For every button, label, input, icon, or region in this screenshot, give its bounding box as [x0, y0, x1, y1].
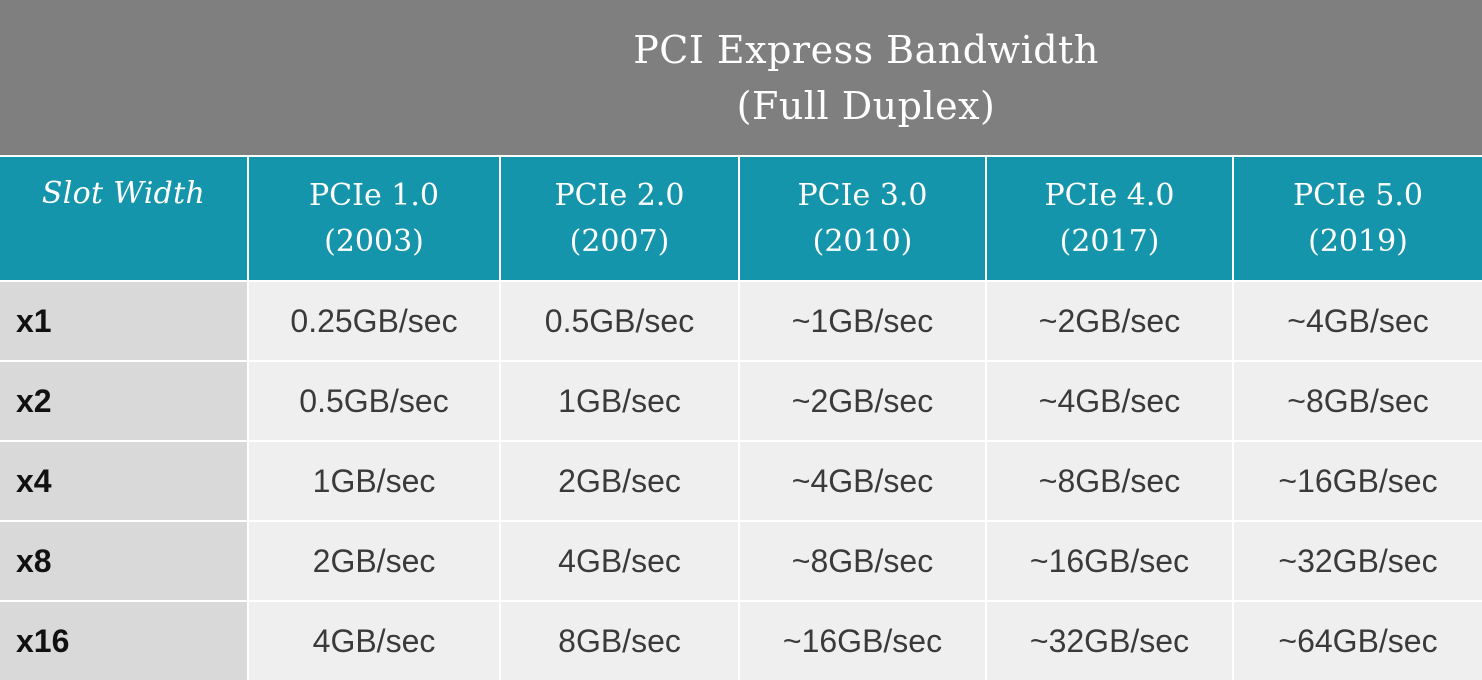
table-cell: ~4GB/sec: [740, 440, 987, 520]
column-header-name: PCIe 1.0: [309, 177, 439, 213]
table-cell: 2GB/sec: [501, 440, 740, 520]
title-line-1: PCI Express Bandwidth: [633, 28, 1099, 72]
table-cell: ~2GB/sec: [740, 360, 987, 440]
column-header: PCIe 1.0 (2003): [249, 155, 501, 280]
table-title: PCI Express Bandwidth (Full Duplex): [250, 22, 1482, 134]
table-row: x2 0.5GB/sec 1GB/sec ~2GB/sec ~4GB/sec ~…: [0, 360, 1482, 440]
column-header-name: PCIe 4.0: [1044, 177, 1175, 213]
table-cell: 8GB/sec: [501, 600, 740, 680]
table-cell: ~32GB/sec: [1234, 520, 1482, 600]
slot-width-label: x8: [0, 520, 249, 600]
table-cell: 1GB/sec: [249, 440, 501, 520]
table-cell: ~1GB/sec: [740, 280, 987, 360]
column-header: PCIe 3.0 (2010): [740, 155, 987, 280]
table-cell: ~2GB/sec: [987, 280, 1234, 360]
table-cell: 1GB/sec: [501, 360, 740, 440]
column-header-year: (2019): [1308, 223, 1408, 259]
column-header-year: (2003): [324, 223, 424, 259]
column-header: PCIe 5.0 (2019): [1234, 155, 1482, 280]
column-header-name: PCIe 2.0: [554, 177, 685, 213]
table-cell: ~16GB/sec: [987, 520, 1234, 600]
table-row: x16 4GB/sec 8GB/sec ~16GB/sec ~32GB/sec …: [0, 600, 1482, 680]
column-header-year: (2017): [1059, 223, 1160, 259]
table-cell: 0.25GB/sec: [249, 280, 501, 360]
title-band: PCI Express Bandwidth (Full Duplex): [0, 0, 1482, 155]
slot-width-label: x1: [0, 280, 249, 360]
table-cell: ~8GB/sec: [740, 520, 987, 600]
table-cell: 2GB/sec: [249, 520, 501, 600]
slot-width-label: x2: [0, 360, 249, 440]
column-header-year: (2007): [569, 223, 670, 259]
table-cell: ~4GB/sec: [1234, 280, 1482, 360]
slot-width-header: Slot Width: [0, 155, 249, 280]
slot-width-label: x4: [0, 440, 249, 520]
table-cell: 0.5GB/sec: [249, 360, 501, 440]
slot-width-label: x16: [0, 600, 249, 680]
table-cell: 4GB/sec: [249, 600, 501, 680]
column-header: PCIe 2.0 (2007): [501, 155, 740, 280]
table-row: x1 0.25GB/sec 0.5GB/sec ~1GB/sec ~2GB/se…: [0, 280, 1482, 360]
table-cell: ~8GB/sec: [987, 440, 1234, 520]
column-header-name: PCIe 5.0: [1293, 177, 1423, 213]
column-header-name: PCIe 3.0: [797, 177, 928, 213]
table-cell: ~8GB/sec: [1234, 360, 1482, 440]
header-row: Slot Width PCIe 1.0 (2003) PCIe 2.0 (200…: [0, 155, 1482, 280]
table-cell: ~32GB/sec: [987, 600, 1234, 680]
title-line-2: (Full Duplex): [736, 84, 996, 128]
table-cell: 4GB/sec: [501, 520, 740, 600]
table-row: x4 1GB/sec 2GB/sec ~4GB/sec ~8GB/sec ~16…: [0, 440, 1482, 520]
column-header: PCIe 4.0 (2017): [987, 155, 1234, 280]
bandwidth-table: Slot Width PCIe 1.0 (2003) PCIe 2.0 (200…: [0, 155, 1482, 680]
table-cell: ~16GB/sec: [740, 600, 987, 680]
column-header-year: (2010): [812, 223, 913, 259]
table-cell: ~4GB/sec: [987, 360, 1234, 440]
table-row: x8 2GB/sec 4GB/sec ~8GB/sec ~16GB/sec ~3…: [0, 520, 1482, 600]
table-cell: 0.5GB/sec: [501, 280, 740, 360]
table-cell: ~64GB/sec: [1234, 600, 1482, 680]
table-cell: ~16GB/sec: [1234, 440, 1482, 520]
